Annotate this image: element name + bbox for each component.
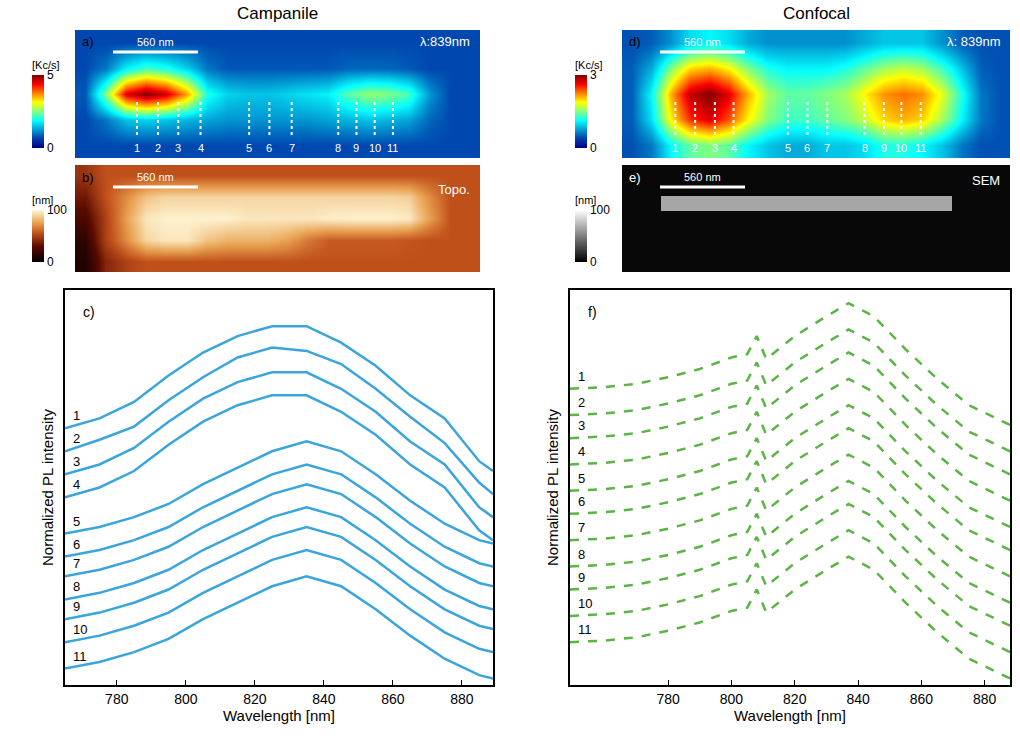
svg-text:10: 10: [578, 596, 592, 611]
svg-text:100: 100: [590, 203, 610, 217]
svg-text:[nm]: [nm]: [575, 194, 596, 206]
svg-text:1: 1: [672, 142, 678, 154]
svg-text:a): a): [82, 34, 94, 49]
svg-text:1: 1: [134, 142, 140, 154]
svg-text:Confocal: Confocal: [783, 4, 850, 23]
svg-text:8: 8: [862, 142, 868, 154]
svg-text:2: 2: [73, 431, 80, 446]
svg-text:8: 8: [578, 547, 585, 562]
svg-text:3: 3: [578, 418, 585, 433]
svg-text:f): f): [588, 304, 597, 320]
svg-text:560 nm: 560 nm: [684, 171, 721, 183]
svg-text:3: 3: [175, 142, 181, 154]
svg-text:1: 1: [578, 369, 585, 384]
svg-text:5: 5: [47, 68, 54, 82]
svg-text:800: 800: [174, 691, 198, 707]
svg-text:8: 8: [73, 579, 80, 594]
svg-text:860: 860: [381, 691, 405, 707]
svg-text:0: 0: [47, 141, 54, 155]
svg-text:7: 7: [824, 142, 830, 154]
svg-text:7: 7: [289, 142, 295, 154]
svg-text:3: 3: [73, 454, 80, 469]
svg-text:820: 820: [783, 691, 807, 707]
svg-text:6: 6: [266, 142, 272, 154]
svg-text:860: 860: [910, 691, 934, 707]
svg-text:Normalized PL intensity: Normalized PL intensity: [544, 408, 561, 566]
svg-text:λ:839nm: λ:839nm: [420, 34, 470, 49]
svg-text:λ: 839nm: λ: 839nm: [947, 34, 1000, 49]
svg-text:b): b): [82, 170, 94, 185]
svg-text:5: 5: [73, 514, 80, 529]
svg-text:800: 800: [720, 691, 744, 707]
svg-text:0: 0: [590, 255, 597, 269]
svg-text:d): d): [629, 34, 641, 49]
svg-text:9: 9: [353, 142, 359, 154]
svg-text:780: 780: [105, 691, 129, 707]
svg-text:11: 11: [915, 142, 926, 154]
svg-text:3: 3: [590, 68, 597, 82]
svg-text:4: 4: [731, 142, 737, 154]
svg-text:4: 4: [73, 477, 80, 492]
svg-text:6: 6: [578, 494, 585, 509]
svg-text:SEM: SEM: [972, 173, 1000, 188]
svg-text:11: 11: [387, 142, 398, 154]
svg-text:10: 10: [895, 142, 907, 154]
svg-text:e): e): [629, 170, 641, 185]
svg-text:Campanile: Campanile: [237, 4, 318, 23]
svg-text:840: 840: [846, 691, 870, 707]
svg-text:880: 880: [973, 691, 997, 707]
svg-text:100: 100: [47, 203, 67, 217]
svg-text:5: 5: [246, 142, 252, 154]
svg-text:880: 880: [450, 691, 474, 707]
svg-text:560 nm: 560 nm: [137, 171, 174, 183]
svg-text:c): c): [83, 304, 95, 320]
svg-text:4: 4: [578, 444, 585, 459]
svg-text:820: 820: [243, 691, 267, 707]
svg-text:9: 9: [881, 142, 887, 154]
svg-text:1: 1: [73, 408, 80, 423]
svg-text:11: 11: [578, 622, 592, 637]
svg-text:4: 4: [198, 142, 204, 154]
svg-text:5: 5: [785, 142, 791, 154]
svg-text:2: 2: [155, 142, 161, 154]
svg-text:11: 11: [73, 649, 87, 664]
svg-text:2: 2: [692, 142, 698, 154]
svg-text:[nm]: [nm]: [32, 194, 53, 206]
svg-text:8: 8: [335, 142, 341, 154]
svg-text:3: 3: [712, 142, 718, 154]
svg-text:5: 5: [578, 471, 585, 486]
svg-text:780: 780: [656, 691, 680, 707]
svg-text:[Kc/s]: [Kc/s]: [575, 59, 603, 71]
svg-text:7: 7: [73, 556, 80, 571]
svg-text:0: 0: [47, 255, 54, 269]
svg-text:6: 6: [73, 537, 80, 552]
svg-text:2: 2: [578, 395, 585, 410]
svg-text:7: 7: [578, 520, 585, 535]
svg-text:10: 10: [369, 142, 381, 154]
svg-text:Topo.: Topo.: [438, 182, 470, 197]
svg-text:560 nm: 560 nm: [137, 36, 174, 48]
svg-text:[Kc/s]: [Kc/s]: [32, 59, 60, 71]
svg-text:6: 6: [804, 142, 810, 154]
svg-text:840: 840: [312, 691, 336, 707]
svg-text:Wavelength [nm]: Wavelength [nm]: [223, 707, 335, 724]
svg-text:9: 9: [73, 599, 80, 614]
svg-text:Normalized PL intensity: Normalized PL intensity: [39, 408, 56, 566]
svg-text:9: 9: [578, 570, 585, 585]
svg-text:560 nm: 560 nm: [684, 36, 721, 48]
svg-text:10: 10: [73, 622, 87, 637]
svg-text:0: 0: [590, 141, 597, 155]
svg-text:Wavelength [nm]: Wavelength [nm]: [734, 707, 846, 724]
